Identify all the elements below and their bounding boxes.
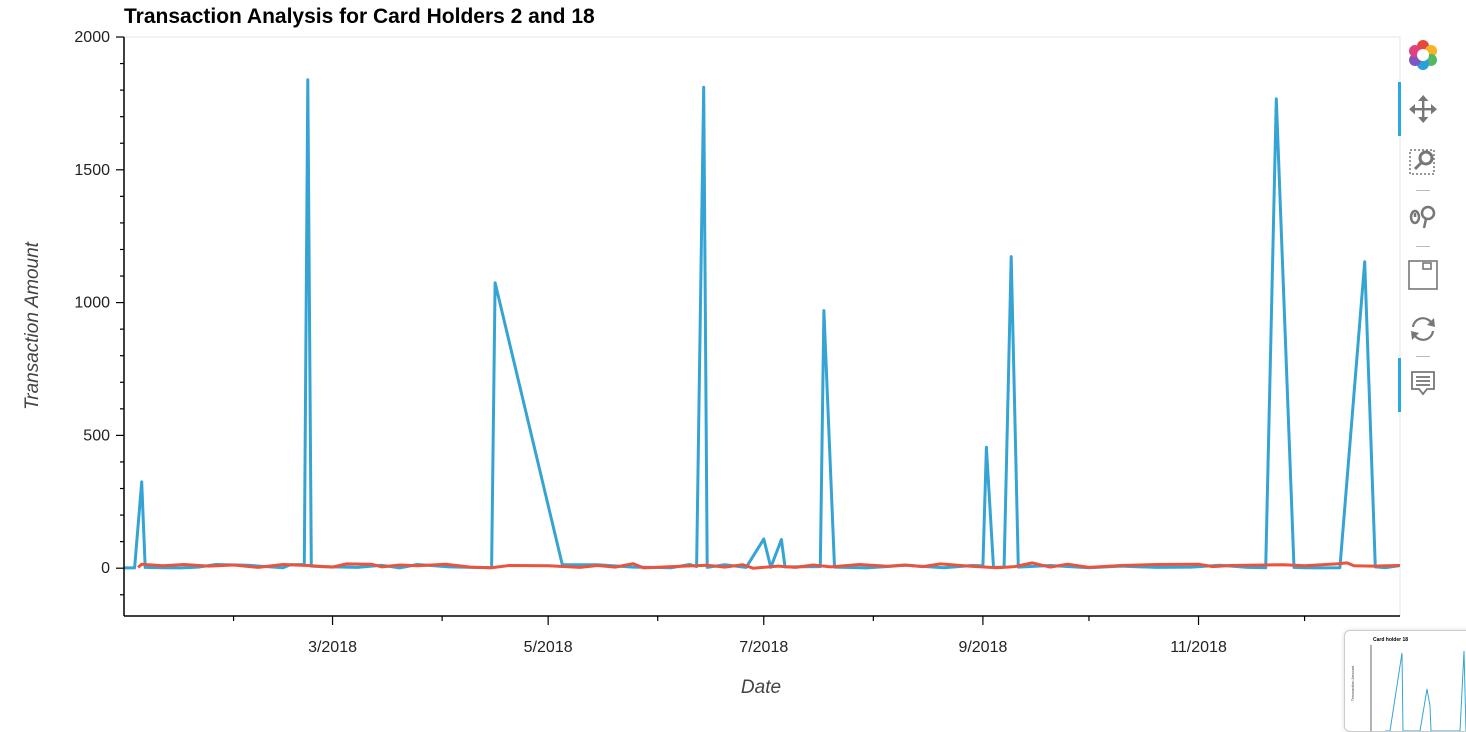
y-tick-label: 2000	[74, 29, 110, 46]
series-line-2	[137, 561, 1401, 570]
toolbar-separator	[1416, 246, 1430, 247]
box-zoom-icon[interactable]	[1406, 144, 1440, 178]
active-tool-indicator-drag	[1398, 82, 1401, 136]
bokeh-logo-icon[interactable]	[1406, 38, 1440, 72]
thumbnail-plot	[1370, 645, 1466, 731]
hover-icon[interactable]	[1406, 366, 1440, 400]
chart-title: Transaction Analysis for Card Holders 2 …	[124, 5, 595, 28]
x-axis-ticks: 3/2018 5/2018 7/2018 9/2018 11/2018	[232, 616, 1306, 656]
x-tick-label: 7/2018	[739, 639, 788, 656]
y-axis-ticks: 0 500 1000 1500 2000	[74, 29, 124, 596]
plot-toolbar	[1398, 36, 1448, 436]
y-tick-label: 0	[101, 560, 110, 577]
pan-icon[interactable]	[1406, 92, 1440, 126]
toolbar-separator	[1416, 356, 1430, 357]
series-layer	[124, 78, 1401, 570]
y-axis-label: Transaction Amount	[22, 241, 43, 410]
x-tick-label: 11/2018	[1170, 639, 1227, 656]
x-axis-label: Date	[741, 677, 781, 698]
y-tick-label: 1500	[74, 162, 110, 179]
series-line-1	[124, 78, 1401, 570]
reset-icon[interactable]	[1406, 312, 1440, 346]
y-tick-label: 500	[83, 427, 110, 444]
toolbar-separator	[1416, 190, 1430, 191]
x-tick-label: 3/2018	[308, 639, 357, 656]
active-tool-indicator-inspect	[1398, 358, 1401, 412]
card-holder-18-thumbnail[interactable]: Card holder 18 Transaction Amount	[1344, 630, 1466, 732]
y-tick-label: 1000	[74, 295, 110, 312]
save-icon[interactable]	[1406, 258, 1440, 292]
x-tick-label: 5/2018	[524, 639, 573, 656]
thumbnail-title: Card holder 18	[1373, 637, 1409, 643]
wheel-zoom-icon[interactable]	[1406, 200, 1440, 234]
x-tick-label: 9/2018	[958, 639, 1007, 656]
plot-frame	[123, 36, 1401, 617]
